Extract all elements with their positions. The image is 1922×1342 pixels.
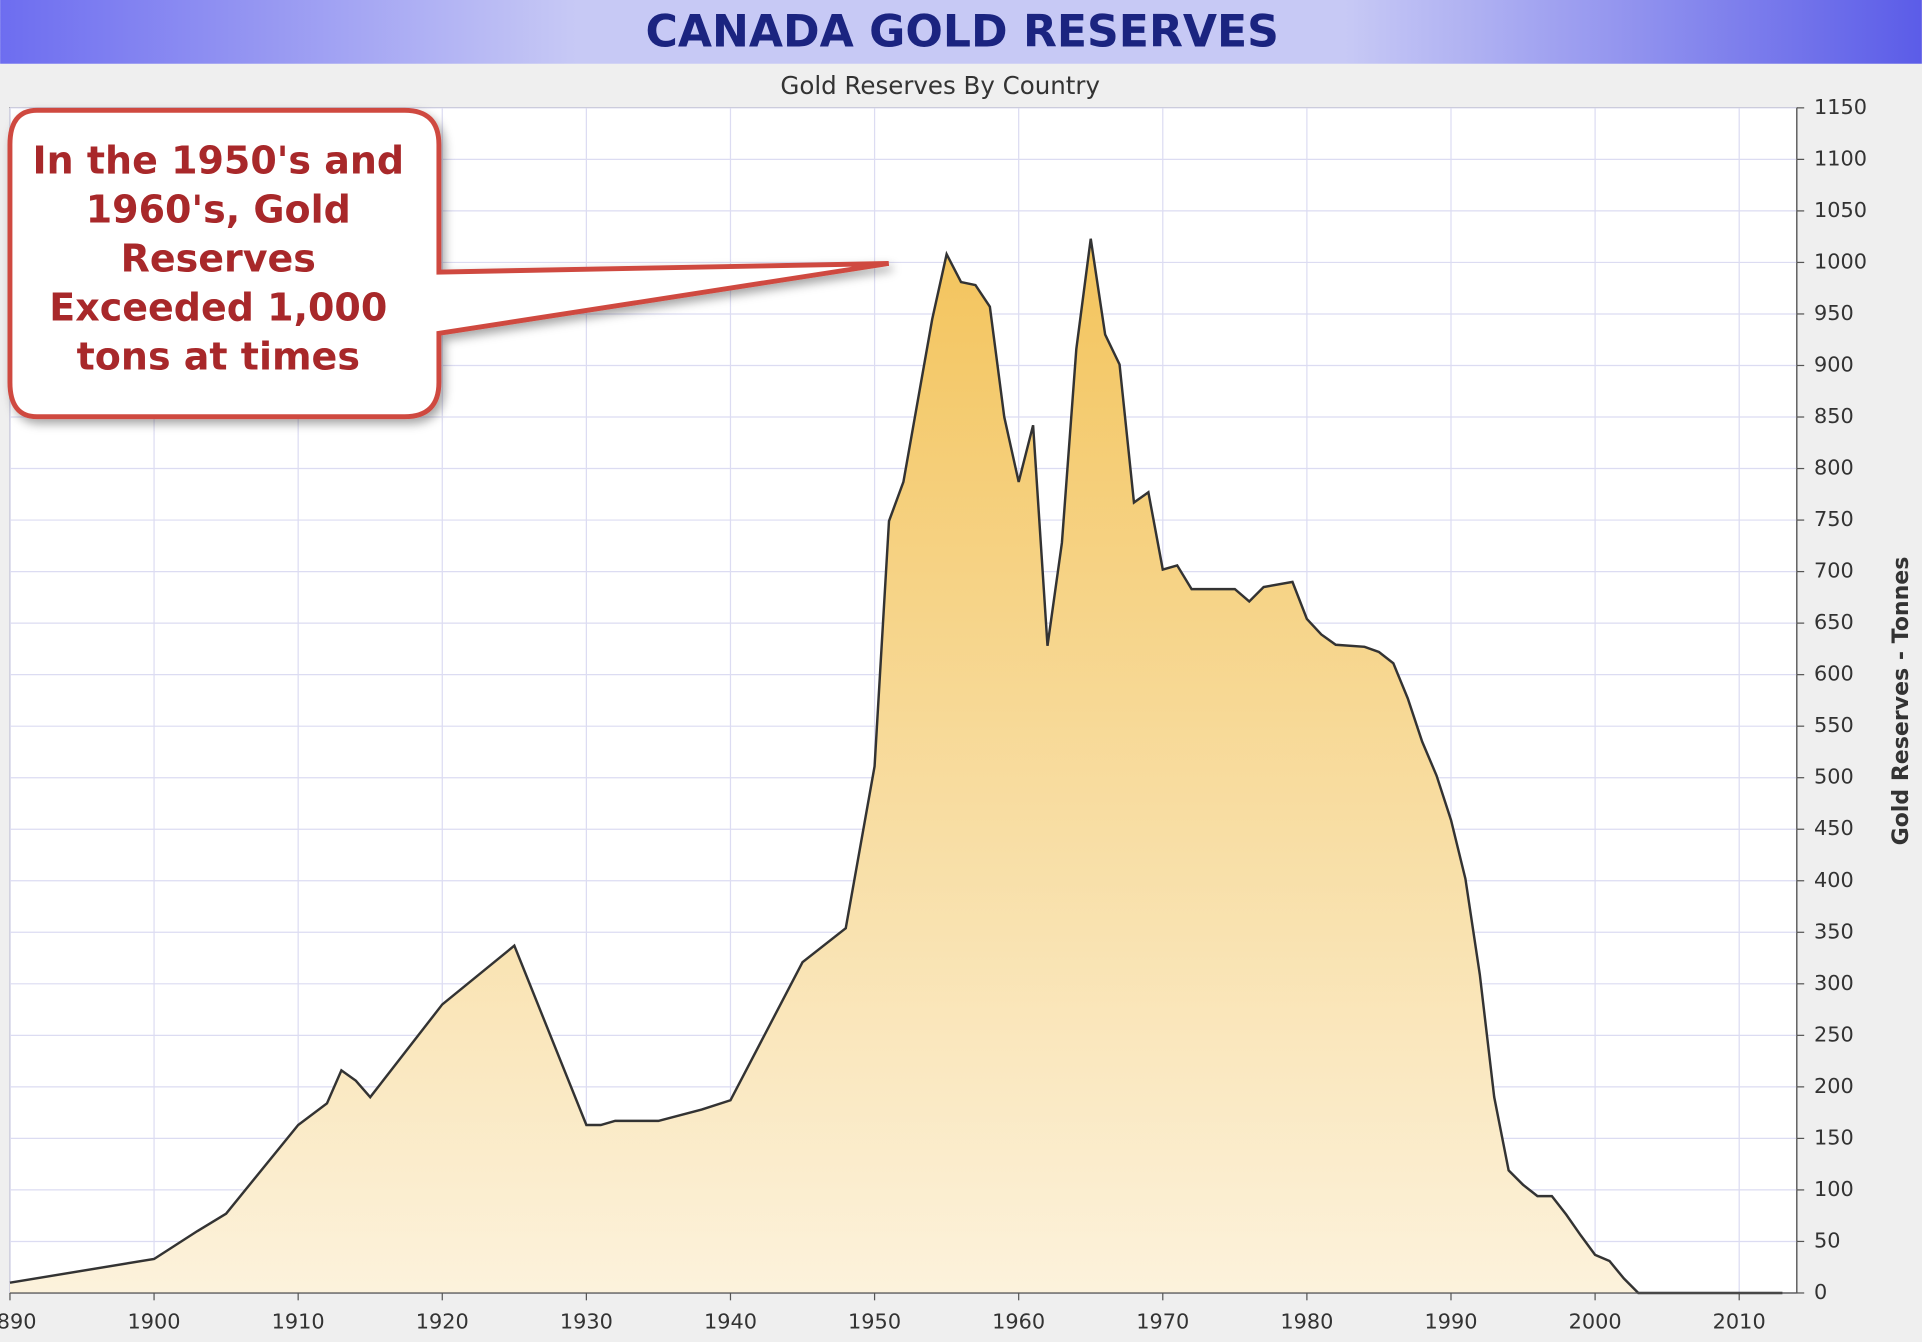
x-tick-label: 1990 bbox=[1424, 1309, 1477, 1333]
x-tick-label: 1980 bbox=[1280, 1309, 1333, 1333]
y-tick-label: 450 bbox=[1814, 816, 1854, 840]
area-fill bbox=[9, 238, 1783, 1293]
area-line bbox=[9, 238, 1783, 1295]
y-axis-label: Gold Reserves - Tonnes bbox=[1889, 557, 1914, 846]
y-tick-label: 400 bbox=[1814, 868, 1854, 892]
y-tick-label: 350 bbox=[1814, 919, 1854, 943]
x-tick-label: 1930 bbox=[560, 1309, 613, 1333]
y-tick-label: 50 bbox=[1814, 1228, 1841, 1252]
y-tick-label: 750 bbox=[1814, 507, 1854, 531]
y-tick-label: 200 bbox=[1814, 1074, 1854, 1098]
x-tick-label: 2000 bbox=[1569, 1309, 1622, 1333]
x-tick-label: 1960 bbox=[992, 1309, 1045, 1333]
callout-text: Exceeded 1,000 bbox=[49, 286, 387, 330]
chart-subtitle: Gold Reserves By Country bbox=[780, 71, 1100, 100]
y-tick-label: 700 bbox=[1814, 559, 1854, 583]
y-tick-label: 1050 bbox=[1814, 198, 1867, 222]
x-tick-label: 1900 bbox=[128, 1309, 181, 1333]
x-tick-label: 1920 bbox=[416, 1309, 469, 1333]
y-tick-label: 600 bbox=[1814, 662, 1854, 686]
y-tick-label: 250 bbox=[1814, 1022, 1854, 1046]
y-tick-label: 850 bbox=[1814, 404, 1854, 428]
callout-text: 1960's, Gold bbox=[86, 188, 351, 232]
y-tick-label: 1100 bbox=[1814, 146, 1867, 170]
x-tick-label: 1890 bbox=[0, 1309, 36, 1333]
y-tick-label: 500 bbox=[1814, 765, 1854, 789]
x-tick-label: 1940 bbox=[704, 1309, 757, 1333]
y-tick-label: 650 bbox=[1814, 610, 1854, 634]
x-tick-label: 1950 bbox=[848, 1309, 901, 1333]
x-tick-label: 1970 bbox=[1136, 1309, 1189, 1333]
y-tick-label: 800 bbox=[1814, 456, 1854, 480]
y-tick-label: 950 bbox=[1814, 301, 1854, 325]
callout bbox=[7, 107, 890, 420]
callout-box bbox=[7, 107, 890, 420]
callout-text: Reserves bbox=[121, 237, 316, 281]
x-tick-label: 1910 bbox=[272, 1309, 325, 1333]
y-tick-label: 1150 bbox=[1814, 95, 1867, 119]
y-tick-label: 1000 bbox=[1814, 249, 1867, 273]
y-tick-label: 150 bbox=[1814, 1125, 1854, 1149]
callout-text: tons at times bbox=[77, 335, 360, 379]
chart-title: CANADA GOLD RESERVES bbox=[645, 6, 1278, 57]
x-tick-label: 2010 bbox=[1713, 1309, 1766, 1333]
y-tick-label: 900 bbox=[1814, 352, 1854, 376]
y-tick-label: 0 bbox=[1814, 1280, 1827, 1304]
callout-text: In the 1950's and bbox=[32, 139, 404, 183]
y-tick-label: 550 bbox=[1814, 713, 1854, 737]
y-tick-label: 100 bbox=[1814, 1177, 1854, 1201]
y-tick-label: 300 bbox=[1814, 971, 1854, 995]
title-band bbox=[0, 0, 1922, 64]
